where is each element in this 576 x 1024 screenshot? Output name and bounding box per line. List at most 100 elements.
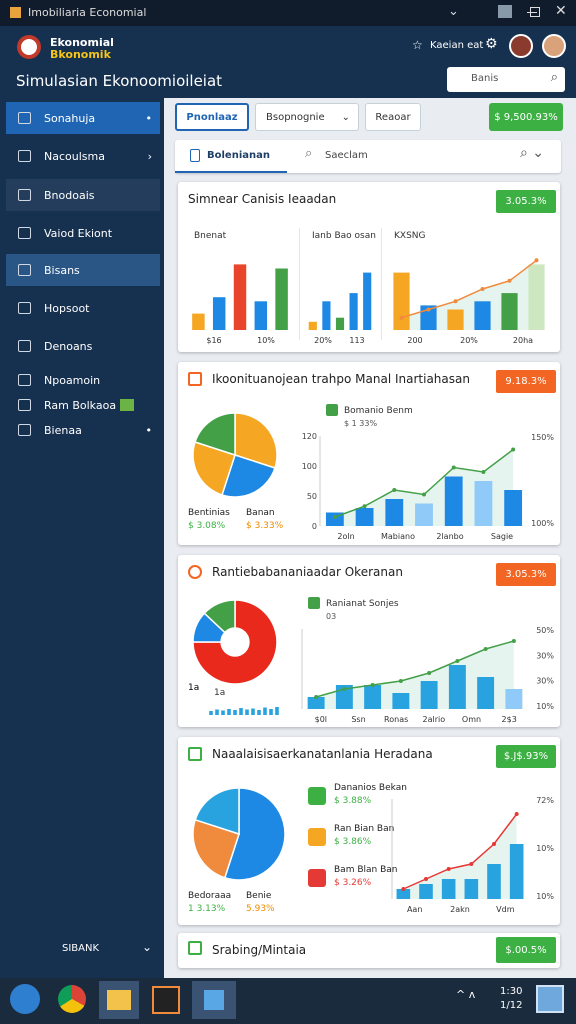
- thumbnail[interactable]: [498, 5, 512, 18]
- bar: [505, 689, 523, 709]
- notification[interactable]: [536, 985, 564, 1013]
- nav-item[interactable]: Npoamoin: [6, 364, 160, 396]
- active-app[interactable]: [192, 981, 236, 1019]
- start-button[interactable]: [10, 984, 40, 1014]
- bar: [335, 317, 345, 330]
- pie-slice: [194, 412, 236, 457]
- search-icon: ⌕: [305, 146, 313, 161]
- avatar[interactable]: [509, 34, 533, 58]
- nav-label: Ram Bolkaoa: [44, 398, 117, 412]
- nav-item[interactable]: Nacoulsma ›: [6, 140, 160, 172]
- bar: [444, 476, 463, 526]
- chevron: ⌄: [142, 940, 153, 954]
- point: [534, 258, 539, 263]
- nav-label: Npoamoin: [44, 373, 101, 387]
- tab[interactable]: Reaoar: [365, 103, 421, 131]
- x-tick-label: 20ha: [513, 336, 533, 345]
- card: Srabing/Mintaia $.00.5%: [178, 933, 560, 968]
- card: Rantiebabananiaadar Okeranan 3.05.3% 1a 1a R…: [178, 555, 560, 727]
- x-tick-label: Sagie: [491, 532, 513, 541]
- nav-item[interactable]: Vaiod Ekiont: [6, 217, 160, 249]
- badge: 3.05.3%: [496, 563, 556, 586]
- sidebar: Sonahuja • Nacoulsma › Bnodoais Vaiod Ekio…: [0, 98, 164, 978]
- point: [483, 647, 488, 651]
- x-tick-label: Ronas: [384, 715, 408, 724]
- card: Ikoonituanojean trahpo Manal Inartiahasa…: [178, 362, 560, 545]
- app-icon[interactable]: [152, 986, 180, 1014]
- card-icon: [188, 565, 202, 579]
- dropdown[interactable]: Bsopnognie ⌄: [255, 103, 359, 131]
- tab[interactable]: Pnonlaaz: [175, 103, 249, 131]
- nav-item[interactable]: Ram Bolkaoa: [6, 389, 160, 421]
- point: [453, 299, 458, 304]
- close[interactable]: ✕: [555, 3, 567, 19]
- user-name[interactable]: Kaeian eat: [430, 40, 484, 51]
- point: [342, 687, 347, 691]
- nav-label: Bienaa: [44, 423, 82, 437]
- logo: [17, 35, 41, 59]
- date: 1/12: [500, 1000, 523, 1011]
- point: [392, 488, 397, 492]
- bar: [307, 697, 325, 709]
- card-title: Ikoonituanojean trahpo Manal Inartiahasa…: [212, 372, 470, 386]
- star-icon[interactable]: ☆: [412, 38, 423, 52]
- search-text: Banis: [471, 73, 499, 84]
- search-tab[interactable]: Bolenianan: [175, 140, 287, 173]
- x-tick-label: 2oln: [337, 532, 354, 541]
- y-tick-label: 120: [302, 432, 317, 441]
- chart-label: 1a: [214, 688, 225, 698]
- chart: Bnenat $16 10%: [192, 231, 288, 345]
- x-tick-label: Aan: [407, 905, 422, 914]
- avatar[interactable]: [542, 34, 566, 58]
- y-tick-label: 150%: [531, 433, 554, 442]
- explorer-icon[interactable]: [99, 981, 139, 1019]
- bar: [447, 309, 464, 330]
- x-tick-label: $0l: [315, 715, 327, 724]
- clock: 1:30: [500, 986, 523, 997]
- bar: [528, 264, 545, 330]
- point: [511, 447, 516, 452]
- x-tick-label: 10%: [257, 336, 275, 345]
- brand: Ekonomial: [50, 36, 114, 49]
- point: [362, 504, 367, 509]
- chart: 72% 10% 10% Aan 2akn Vdm: [391, 796, 554, 914]
- card-icon: [188, 747, 202, 761]
- browser-icon[interactable]: [58, 985, 86, 1013]
- area: [334, 449, 514, 526]
- bar: [504, 490, 523, 526]
- pie-slice: [234, 412, 278, 469]
- search-bar: Bolenianan ⌕ Saeclam ⌕ ⌄: [175, 140, 561, 173]
- bar: [215, 709, 219, 715]
- bar: [192, 313, 205, 330]
- pie-chart: [192, 412, 278, 498]
- nav-item[interactable]: Hopsoot: [6, 292, 160, 324]
- bar: [420, 681, 438, 709]
- bar: [263, 707, 267, 715]
- nav-label: Bisans: [44, 263, 80, 277]
- list-icon: [308, 828, 326, 846]
- nav-item[interactable]: Sonahuja •: [6, 102, 160, 134]
- search-controls[interactable]: ⌕ ⌄: [520, 145, 545, 161]
- sidebar-footer[interactable]: SIBANK: [62, 943, 100, 954]
- menu-button[interactable]: ⌄: [448, 4, 459, 19]
- bar: [392, 693, 410, 709]
- point: [481, 470, 486, 474]
- bar: [419, 884, 433, 899]
- minimize[interactable]: [527, 12, 537, 13]
- nav-item[interactable]: Denoans: [6, 330, 160, 362]
- y-tick-label: 30%: [536, 677, 554, 686]
- pie-slice: [223, 787, 286, 881]
- tray: ^ ʌ: [456, 988, 476, 1001]
- maximize[interactable]: [530, 7, 540, 17]
- y-tick-label: 0: [312, 522, 317, 531]
- nav-item[interactable]: Bnodoais: [6, 179, 160, 211]
- point: [469, 862, 474, 866]
- bar: [501, 293, 518, 330]
- settings-icon[interactable]: ⚙: [485, 36, 498, 52]
- nav-item[interactable]: Bisans: [6, 254, 160, 286]
- pie-slice: [192, 599, 278, 685]
- search-box[interactable]: Banis ⌕: [447, 67, 565, 92]
- search-text[interactable]: Saeclam: [325, 150, 368, 161]
- nav-item[interactable]: Bienaa •: [6, 414, 160, 446]
